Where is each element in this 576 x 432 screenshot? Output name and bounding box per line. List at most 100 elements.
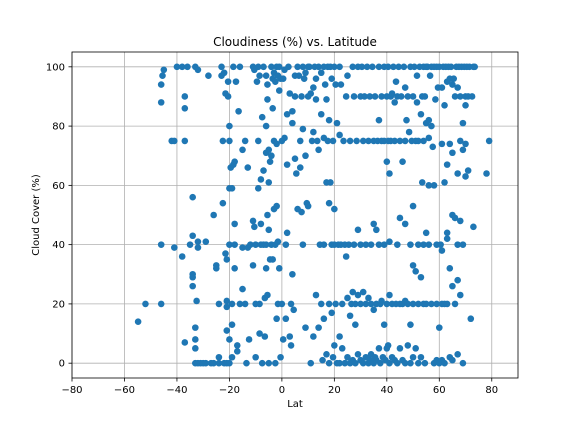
data-point	[232, 78, 240, 85]
data-point	[397, 93, 405, 100]
data-point	[443, 161, 451, 168]
data-point	[386, 291, 393, 299]
data-point	[272, 78, 279, 85]
data-point	[315, 324, 322, 331]
data-point	[264, 81, 271, 88]
data-point	[430, 182, 438, 189]
data-point	[210, 211, 217, 219]
data-point	[384, 63, 392, 71]
data-point	[254, 63, 262, 71]
data-point	[264, 211, 271, 219]
data-point	[324, 137, 332, 145]
data-point	[459, 241, 467, 248]
data-point	[194, 66, 202, 74]
data-point	[274, 238, 282, 245]
x-tick-label: 0	[279, 385, 285, 396]
data-point	[279, 75, 287, 82]
data-point	[338, 345, 346, 352]
data-point	[383, 300, 391, 308]
data-point	[192, 345, 199, 352]
data-point	[447, 63, 455, 71]
data-point	[181, 105, 189, 112]
data-point	[470, 223, 477, 231]
data-point	[251, 223, 258, 231]
data-point	[264, 96, 271, 103]
data-point	[456, 137, 464, 145]
data-point	[399, 158, 406, 165]
data-point	[298, 208, 305, 216]
data-point	[349, 63, 357, 71]
data-point	[241, 300, 249, 308]
data-point	[231, 158, 238, 165]
data-point	[215, 359, 223, 367]
data-point	[189, 232, 196, 240]
data-point	[350, 93, 358, 100]
data-point	[290, 306, 297, 314]
data-point	[287, 342, 295, 349]
data-point	[302, 152, 309, 160]
data-point	[157, 300, 165, 308]
data-point	[396, 137, 404, 145]
data-point	[173, 63, 181, 71]
data-point	[391, 137, 398, 145]
data-point	[449, 81, 456, 88]
data-point	[247, 241, 254, 248]
data-point	[454, 241, 461, 248]
data-point	[443, 235, 451, 243]
data-point	[317, 69, 325, 77]
data-point	[441, 359, 448, 367]
data-point	[294, 63, 301, 71]
data-point	[233, 342, 241, 349]
data-point	[454, 170, 461, 177]
data-point	[235, 107, 242, 115]
data-point	[223, 297, 231, 305]
data-point	[417, 273, 425, 281]
data-point	[441, 179, 448, 186]
data-point	[224, 93, 232, 100]
data-point	[375, 116, 383, 124]
data-point	[464, 167, 472, 174]
data-point	[352, 300, 359, 308]
data-point	[328, 309, 336, 317]
data-point	[394, 359, 401, 367]
data-point	[462, 140, 469, 148]
data-point	[327, 179, 334, 186]
data-point	[451, 93, 459, 100]
x-tick-label: 80	[485, 385, 498, 396]
data-point	[268, 152, 275, 160]
data-point	[449, 356, 456, 364]
data-point	[321, 81, 329, 88]
data-point	[281, 134, 288, 142]
data-point	[446, 265, 454, 272]
data-point	[325, 199, 333, 207]
data-point	[417, 353, 425, 361]
data-point	[222, 250, 229, 257]
data-point	[317, 300, 325, 308]
data-point	[446, 140, 454, 148]
data-point	[231, 220, 238, 228]
data-point	[421, 359, 429, 367]
data-point	[317, 110, 325, 118]
data-point	[226, 122, 233, 130]
data-point	[236, 300, 244, 308]
data-point	[413, 99, 421, 106]
data-point	[420, 241, 427, 248]
y-tick-label: 0	[59, 359, 65, 370]
data-point	[357, 300, 364, 308]
data-point	[331, 342, 338, 349]
data-point	[391, 99, 398, 106]
data-point	[437, 241, 444, 248]
data-point	[192, 324, 199, 331]
data-point	[376, 359, 384, 367]
data-point	[454, 84, 461, 91]
data-point	[342, 253, 350, 260]
x-tick-label: −80	[61, 385, 82, 396]
data-point	[428, 122, 435, 130]
data-point	[283, 110, 291, 118]
data-point	[407, 359, 414, 367]
y-tick-labels: 0 20 40 60 80 100	[46, 62, 65, 369]
data-point	[328, 75, 336, 82]
data-point	[302, 69, 309, 77]
data-point	[134, 318, 142, 325]
